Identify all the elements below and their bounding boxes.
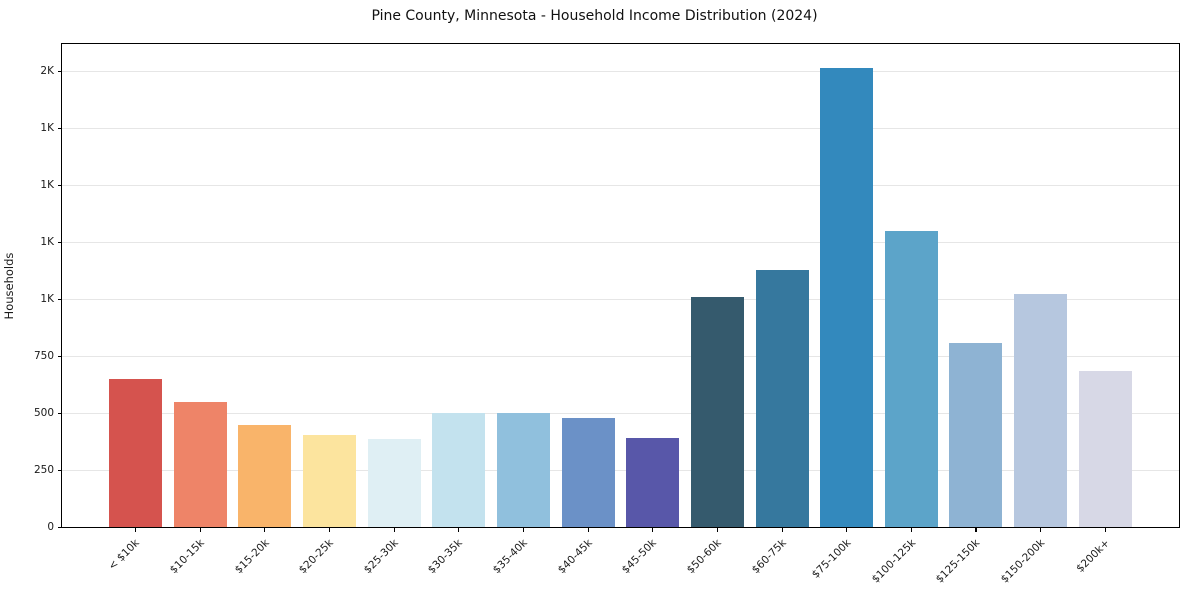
- x-tick-mark: [652, 528, 654, 532]
- bar: [820, 67, 874, 527]
- x-tick-label: $30-35k: [426, 537, 466, 577]
- y-tick-mark: [57, 526, 62, 528]
- x-tick-mark: [264, 528, 266, 532]
- y-tick-mark: [57, 298, 62, 300]
- x-tick-label: $25-30k: [361, 537, 401, 577]
- y-tick-label: 2K: [40, 65, 54, 78]
- y-tick-label: 1K: [40, 236, 54, 249]
- bar: [109, 378, 162, 527]
- x-tick-mark: [522, 528, 525, 532]
- gridline: [62, 298, 1179, 300]
- bar: [561, 417, 615, 527]
- x-tick-label: $15-20k: [232, 537, 272, 577]
- y-tick-mark: [57, 412, 62, 414]
- bar: [173, 401, 227, 527]
- bar: [367, 439, 421, 527]
- x-tick-label: $20-25k: [296, 537, 336, 577]
- x-tick-mark: [846, 528, 848, 532]
- x-tick-label: $150-200k: [998, 537, 1048, 586]
- x-tick-mark: [910, 528, 912, 532]
- x-tick-label: $10-15k: [167, 537, 207, 577]
- gridline: [62, 355, 1179, 357]
- gridline: [62, 412, 1179, 414]
- x-tick-mark: [328, 528, 331, 532]
- x-tick-label: < $10k: [106, 537, 142, 573]
- chart-title: Pine County, Minnesota - Household Incom…: [371, 8, 818, 24]
- x-tick-label: $75-100k: [809, 537, 854, 581]
- gridline: [62, 469, 1179, 471]
- bar: [626, 438, 680, 527]
- gridline: [62, 184, 1179, 186]
- x-tick-label: $50-60k: [684, 537, 724, 577]
- x-tick-mark: [199, 528, 201, 532]
- y-tick-label: 500: [33, 407, 54, 420]
- bar: [1014, 293, 1068, 527]
- x-tick-mark: [716, 528, 719, 532]
- x-tick-label: $45-50k: [620, 537, 660, 577]
- x-tick-mark: [587, 528, 589, 532]
- x-tick-label: $125-150k: [933, 537, 983, 586]
- x-tick-mark: [781, 528, 783, 532]
- x-tick-mark: [393, 528, 395, 532]
- y-tick-label: 1K: [40, 293, 54, 306]
- y-tick-label: 750: [33, 350, 54, 363]
- bar: [690, 296, 744, 527]
- y-tick-mark: [57, 184, 62, 186]
- bar: [1078, 370, 1132, 527]
- y-tick-label: 0: [47, 521, 54, 533]
- y-tick-mark: [57, 241, 62, 243]
- y-tick-mark: [57, 469, 62, 471]
- bar: [238, 424, 292, 527]
- plot-area: [61, 43, 1180, 528]
- x-tick-label: $100-125k: [869, 537, 918, 586]
- y-tick-mark: [57, 355, 62, 357]
- bar: [755, 269, 809, 527]
- gridline: [62, 70, 1179, 72]
- x-tick-label: $200k+: [1073, 537, 1112, 575]
- y-tick-mark: [57, 70, 62, 73]
- x-tick-mark: [1104, 528, 1106, 532]
- x-tick-label: $60-75k: [749, 537, 789, 577]
- bar: [496, 413, 550, 527]
- x-tick-mark: [1040, 528, 1042, 532]
- gridline: [62, 127, 1179, 129]
- x-tick-mark: [975, 528, 977, 532]
- gridline: [62, 241, 1179, 243]
- y-tick-label: 1K: [40, 122, 54, 135]
- bar: [949, 342, 1003, 527]
- bar: [884, 230, 938, 527]
- bar: [302, 434, 356, 527]
- y-tick-mark: [57, 127, 62, 129]
- x-tick-label: $35-40k: [490, 537, 530, 577]
- bar: [432, 413, 486, 527]
- y-tick-label: 1K: [40, 179, 54, 192]
- x-tick-label: $40-45k: [555, 537, 595, 577]
- y-tick-label: 250: [33, 464, 54, 477]
- x-tick-mark: [135, 528, 137, 532]
- x-tick-mark: [458, 528, 460, 532]
